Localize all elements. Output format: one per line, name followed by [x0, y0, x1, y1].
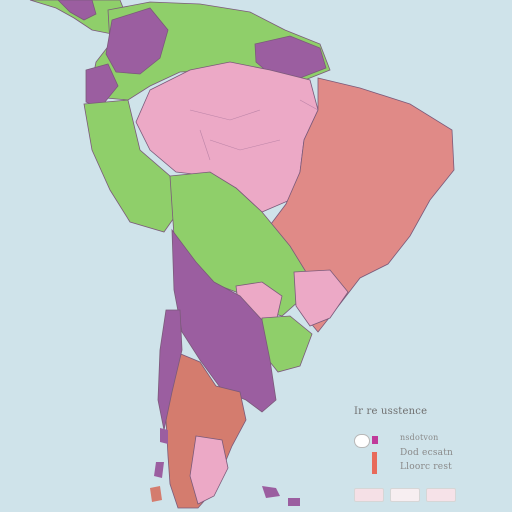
legend-item-1-label: nsdotvon	[400, 433, 439, 442]
legend-swatch-2	[372, 452, 377, 474]
legend-title: Ir re usstence	[354, 406, 428, 417]
legend-item-3-label: Lloorc rest	[400, 462, 452, 472]
legend-box-2[interactable]	[390, 488, 420, 502]
region-southeast-pink[interactable]	[293, 269, 349, 327]
region-north-purple-1[interactable]	[105, 7, 169, 75]
legend-item-2-label: Dod ecsatn	[400, 448, 454, 458]
legend-swatch-1-accent	[372, 436, 378, 444]
legend-box-3[interactable]	[426, 488, 456, 502]
island-3	[262, 486, 280, 498]
island-2	[150, 486, 162, 502]
legend-box-1[interactable]	[354, 488, 384, 502]
region-west-coast-purple[interactable]	[157, 309, 183, 431]
legend-swatch-1	[354, 434, 370, 448]
region-central-america-east[interactable]	[57, 0, 97, 21]
region-patagonia-pink[interactable]	[189, 435, 229, 505]
island-1	[154, 462, 164, 478]
region-north-purple-2[interactable]	[254, 35, 327, 79]
island-4	[160, 428, 168, 444]
region-southern-purple[interactable]	[171, 228, 277, 413]
region-west-green[interactable]	[83, 99, 179, 233]
region-north-purple-3[interactable]	[85, 63, 119, 109]
island-5	[288, 498, 300, 506]
internal-borders	[189, 99, 319, 161]
